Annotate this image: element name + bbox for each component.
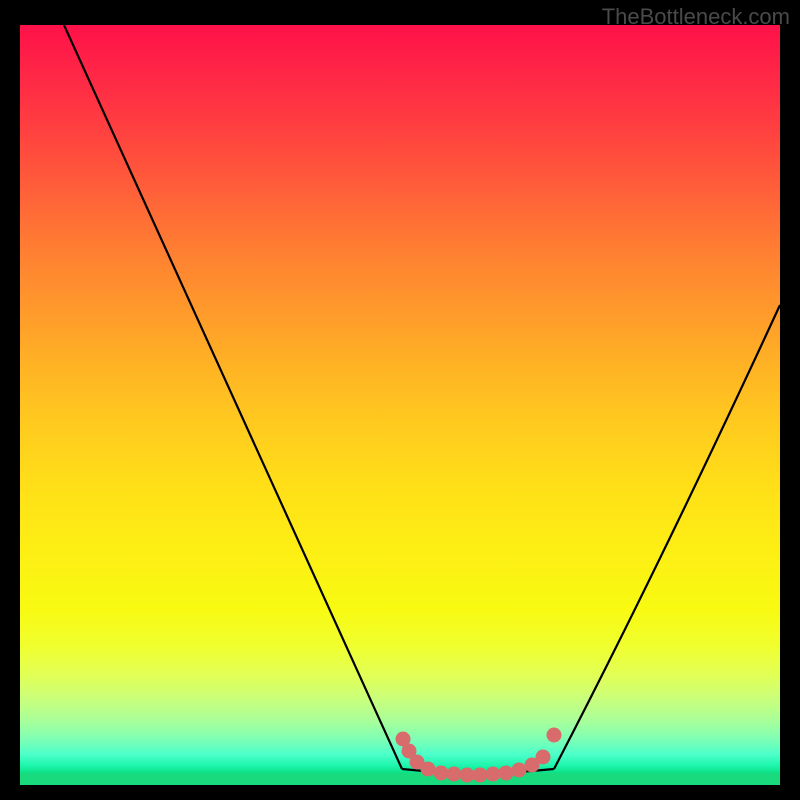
plot-area (20, 25, 780, 785)
chart-frame: TheBottleneck.com (0, 0, 800, 800)
data-marker (536, 750, 551, 765)
marker-track (20, 25, 780, 785)
data-marker (547, 728, 562, 743)
